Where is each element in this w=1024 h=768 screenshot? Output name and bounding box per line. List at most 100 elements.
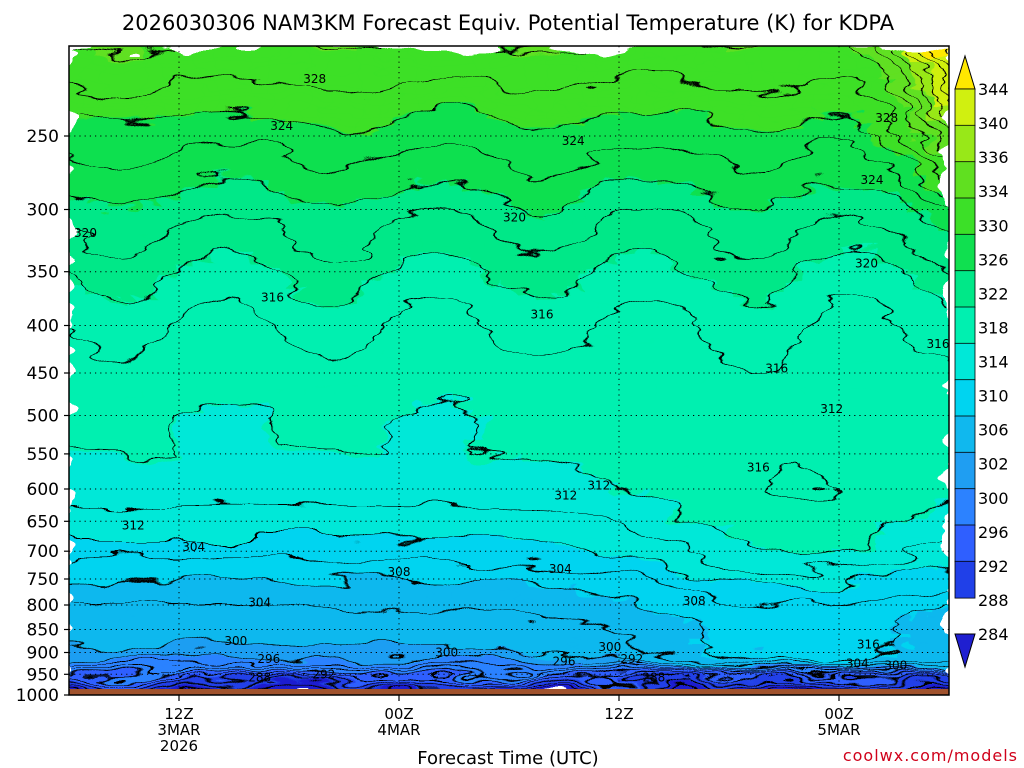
contour-line-334 [902, 46, 949, 135]
field-cell [178, 586, 198, 595]
field-cell [618, 535, 638, 545]
field-cell [545, 362, 565, 371]
field-cell [893, 261, 913, 271]
field-cell [875, 434, 895, 444]
field-cell [655, 377, 675, 386]
field-cell [636, 463, 657, 472]
field-cell [435, 593, 455, 602]
field-cell [490, 326, 510, 335]
field-cell [453, 644, 473, 653]
field-cell [801, 182, 822, 191]
field-cell [160, 470, 180, 480]
field-cell [838, 615, 858, 624]
field-cell [581, 470, 602, 480]
field-cell [105, 370, 125, 379]
field-cell [490, 543, 510, 552]
field-cell [710, 521, 730, 530]
field-cell [196, 672, 217, 682]
field-cell [361, 319, 382, 328]
field-cell [673, 398, 693, 408]
field-cell [801, 276, 822, 285]
field-cell [398, 622, 418, 631]
field-cell [490, 579, 510, 588]
contour-label: 320 [855, 257, 878, 271]
field-cell [581, 67, 602, 76]
field-cell [215, 182, 235, 191]
field-cell [728, 305, 748, 314]
field-cell [141, 189, 162, 198]
field-cell [691, 247, 712, 256]
colorbar-label: 292 [978, 557, 1009, 576]
field-cell [673, 117, 693, 126]
field-cell [856, 456, 877, 465]
field-cell [636, 240, 657, 249]
field-cell [160, 658, 180, 667]
field-cell [618, 420, 638, 429]
field-cell [783, 362, 803, 371]
field-cell [105, 204, 125, 213]
field-cell [325, 333, 345, 343]
field-cell [86, 420, 107, 429]
field-cell [215, 269, 235, 278]
field-cell [930, 240, 949, 249]
field-cell [728, 110, 748, 119]
field-cell [288, 59, 308, 69]
field-cell [765, 413, 785, 422]
field-cell [288, 593, 308, 602]
field-cell [875, 132, 895, 141]
field-cell [343, 153, 363, 162]
field-cell [655, 528, 675, 537]
field-cell [783, 543, 803, 552]
field-cell [600, 276, 620, 285]
field-cell [508, 297, 528, 307]
field-cell [746, 622, 767, 631]
field-cell [251, 557, 272, 566]
field-cell [820, 600, 840, 609]
field-cell [875, 348, 895, 357]
field-cell [141, 124, 162, 134]
field-cell [490, 499, 510, 509]
colorbar-label: 336 [978, 148, 1009, 167]
field-cell [508, 341, 528, 350]
field-cell [893, 622, 913, 631]
field-cell [801, 218, 822, 227]
field-cell [196, 384, 217, 393]
field-cell [911, 297, 932, 307]
field-cell [105, 398, 125, 408]
field-cell [123, 81, 143, 90]
field-cell [453, 485, 473, 494]
field-cell [691, 182, 712, 191]
field-cell [655, 333, 675, 343]
field-cell [728, 564, 748, 573]
field-cell [196, 406, 217, 415]
field-cell [765, 52, 785, 61]
field-cell [673, 59, 693, 69]
field-cell [893, 543, 913, 552]
field-cell [435, 629, 455, 638]
field-cell [105, 168, 125, 177]
ground-surface [69, 689, 949, 695]
field-cell [930, 463, 949, 472]
field-cell [765, 528, 785, 537]
field-cell [563, 449, 583, 458]
field-cell [526, 478, 547, 487]
field-cell [618, 629, 638, 638]
field-cell [783, 348, 803, 357]
field-cell [783, 88, 803, 97]
field-cell [343, 81, 363, 90]
field-cell [856, 370, 877, 379]
field-cell [215, 218, 235, 227]
field-cell [361, 81, 382, 90]
field-cell [416, 470, 437, 480]
field-cell [508, 247, 528, 256]
field-cell [655, 564, 675, 573]
field-cell [765, 420, 785, 429]
field-cell [508, 492, 528, 501]
field-cell [930, 326, 949, 335]
field-cell [765, 319, 785, 328]
field-cell [820, 88, 840, 97]
field-cell [728, 297, 748, 307]
field-cell [416, 391, 437, 400]
y-tick-label: 300 [27, 201, 59, 221]
field-cell [563, 117, 583, 126]
